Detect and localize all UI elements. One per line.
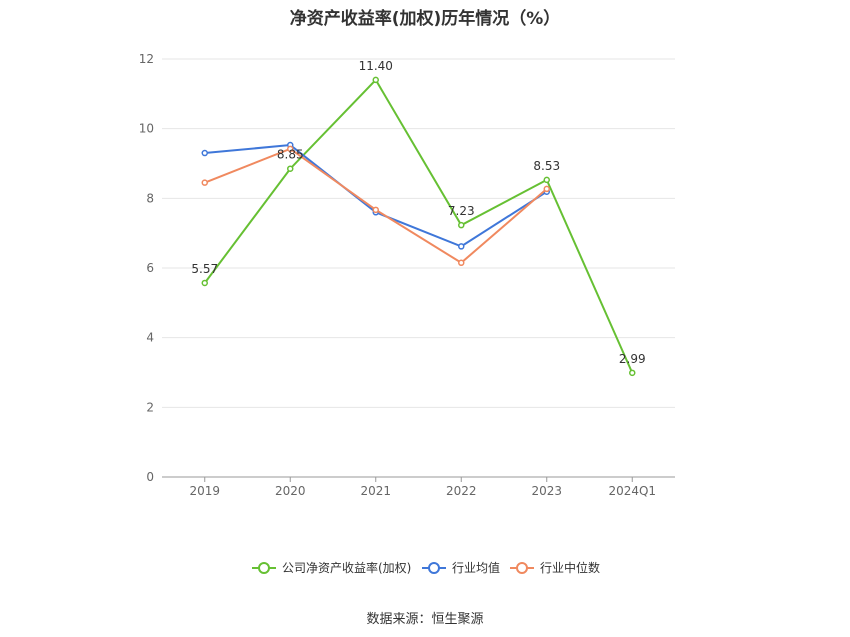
series-point-0: [629, 369, 636, 377]
legend-label: 行业中位数: [540, 560, 600, 575]
data-labels: 5.57 8.85 11.40 7.23 8.53 2.99: [191, 59, 645, 366]
y-tick-label: 12: [139, 52, 154, 66]
legend-marker: [428, 562, 440, 574]
line-chart: 0 2 4 6 8 10 12 2019 2020 2021 2022 2023 2024Q1 5.5…: [139, 52, 675, 575]
legend-marker: [258, 562, 270, 574]
legend-marker: [516, 562, 528, 574]
legend-item-2[interactable]: 行业中位数: [510, 560, 600, 575]
series-point-2: [287, 145, 294, 153]
y-tick-label: 6: [146, 261, 154, 275]
series-point-0: [543, 176, 550, 184]
series-line-1: [204, 144, 548, 248]
legend-item-1[interactable]: 行业均值: [422, 560, 500, 575]
x-tick-label: 2020: [275, 484, 306, 498]
legend-label: 行业均值: [452, 560, 500, 575]
data-label: 8.85: [277, 148, 304, 162]
series-line-0: [203, 78, 634, 374]
x-tick-label: 2023: [531, 484, 562, 498]
series-point-0: [287, 165, 294, 172]
series-point-2: [372, 206, 379, 214]
x-tick-label: 2022: [446, 484, 477, 498]
legend-item-0[interactable]: 公司净资产收益率(加权): [252, 560, 411, 575]
y-tick-label: 2: [146, 400, 154, 414]
chart-title: 净资产收益率(加权)历年情况（%）: [289, 9, 561, 29]
x-axis: 2019 2020 2021 2022 2023 2024Q1: [162, 476, 675, 498]
y-axis-ticks: 0 2 4 6 8 10 12: [139, 52, 154, 484]
series-point-0: [458, 221, 465, 229]
series-point-2: [458, 259, 465, 267]
series-line-2: [204, 147, 548, 265]
y-tick-label: 4: [146, 331, 154, 345]
data-label: 7.23: [448, 204, 475, 218]
series-point-2: [201, 179, 208, 186]
series-point-0: [372, 76, 379, 84]
grid-lines: [162, 58, 675, 408]
series-group: [201, 76, 636, 377]
data-label: 11.40: [359, 59, 393, 73]
x-tick-label: 2024Q1: [608, 484, 656, 498]
series-point-1: [201, 149, 208, 157]
data-source: 数据来源：恒生聚源: [366, 612, 484, 627]
series-point-2: [543, 185, 550, 193]
x-tick-label: 2019: [189, 484, 220, 498]
data-label: 5.57: [191, 262, 218, 276]
y-tick-label: 10: [139, 122, 154, 136]
legend-label: 公司净资产收益率(加权): [282, 560, 411, 575]
legend[interactable]: 公司净资产收益率(加权) 行业均值 行业中位数: [252, 560, 600, 575]
data-label: 8.53: [533, 159, 560, 173]
data-label: 2.99: [619, 352, 646, 366]
series-point-0: [201, 279, 208, 287]
series-point-1: [458, 243, 465, 250]
y-tick-label: 8: [146, 191, 154, 205]
y-tick-label: 0: [146, 470, 154, 484]
x-tick-label: 2021: [360, 484, 391, 498]
